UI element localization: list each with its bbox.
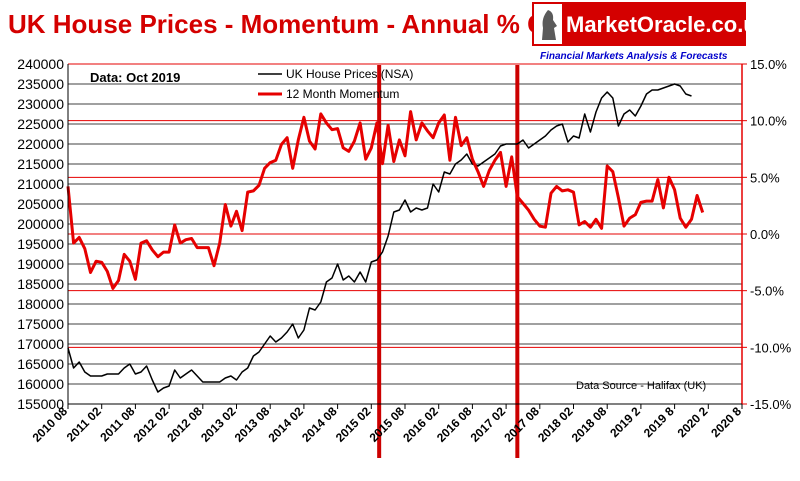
x-tick-label: 2011 08 (97, 404, 137, 444)
y-left-tick-label: 190000 (17, 256, 64, 272)
y-left-tick-label: 220000 (17, 136, 64, 152)
x-tick-label: 2020 8 (708, 404, 744, 440)
y-left-tick-label: 165000 (17, 356, 64, 372)
x-tick-label: 2013 08 (232, 404, 273, 445)
x-tick-label: 2011 02 (64, 404, 104, 444)
grid-layer (68, 63, 742, 405)
y-right-tick-label: -15.0% (750, 397, 792, 412)
data-source: Data Source - Halifax (UK) (576, 380, 706, 392)
y-left-tick-label: 160000 (17, 376, 64, 392)
y-left-tick-label: 180000 (17, 296, 64, 312)
y-right-tick-label: -5.0% (750, 284, 784, 299)
y-left-tick-label: 200000 (17, 216, 64, 232)
y-left-tick-label: 210000 (17, 176, 64, 192)
x-tick-label: 2012 02 (131, 404, 172, 445)
y-left-tick-label: 205000 (17, 196, 64, 212)
logo: MarketOracle.co.uk Financial Markets Ana… (532, 2, 770, 62)
y-left-tick-label: 240000 (17, 56, 64, 72)
y-left-tick-label: 225000 (17, 116, 64, 132)
y-left-tick-label: 195000 (17, 236, 64, 252)
y-right-tick-label: 5.0% (750, 170, 780, 185)
x-tick-label: 2012 08 (164, 404, 205, 445)
x-tick-label: 2013 02 (198, 404, 239, 445)
y-right-tick-label: -10.0% (750, 340, 792, 355)
y-right-tick-label: 10.0% (750, 114, 787, 129)
series-line-house-prices (67, 83, 692, 393)
chart-title: UK House Prices - Momentum - Annual % Ch… (8, 9, 622, 39)
y-left-tick-label: 175000 (17, 316, 64, 332)
series-line-momentum (66, 110, 705, 290)
y-left-tick-label: 215000 (17, 156, 64, 172)
x-tick-label: 2018 08 (569, 404, 610, 445)
x-tick-label: 2016 02 (400, 404, 441, 445)
x-tick-label: 2018 02 (535, 404, 576, 445)
x-tick-label: 2019 2 (607, 404, 643, 440)
y-left-tick-label: 230000 (17, 96, 64, 112)
y-left-tick-label: 155000 (17, 396, 64, 412)
legend-label-price: UK House Prices (NSA) (286, 67, 413, 81)
y-left-tick-label: 235000 (17, 76, 64, 92)
x-tick-label: 2016 08 (434, 404, 475, 445)
y-left-tick-label: 185000 (17, 276, 64, 292)
x-tick-label: 2015 08 (367, 404, 408, 445)
x-tick-label: 2019 8 (641, 404, 677, 440)
x-tick-label: 2014 02 (265, 404, 306, 445)
legend: UK House Prices (NSA) 12 Month Momentum (258, 67, 413, 101)
y-left-tick-label: 170000 (17, 336, 64, 352)
oracle-figure-icon (542, 10, 557, 40)
logo-name: MarketOracle.co.uk (566, 12, 770, 37)
x-tick-label: 2015 02 (333, 404, 374, 445)
x-tick-label: 2020 2 (675, 404, 711, 440)
data-date-annotation: Data: Oct 2019 (90, 70, 180, 85)
legend-label-momentum: 12 Month Momentum (286, 87, 399, 101)
logo-background (532, 2, 746, 46)
y-right-tick-label: 0.0% (750, 227, 780, 242)
series-layer (66, 83, 705, 393)
logo-tagline: Financial Markets Analysis & Forecasts (540, 51, 728, 62)
x-tick-label: 2017 08 (501, 404, 542, 445)
y-right-tick-label: 15.0% (750, 57, 787, 72)
x-tick-label: 2017 02 (468, 404, 509, 445)
x-tick-label: 2014 08 (299, 404, 340, 445)
